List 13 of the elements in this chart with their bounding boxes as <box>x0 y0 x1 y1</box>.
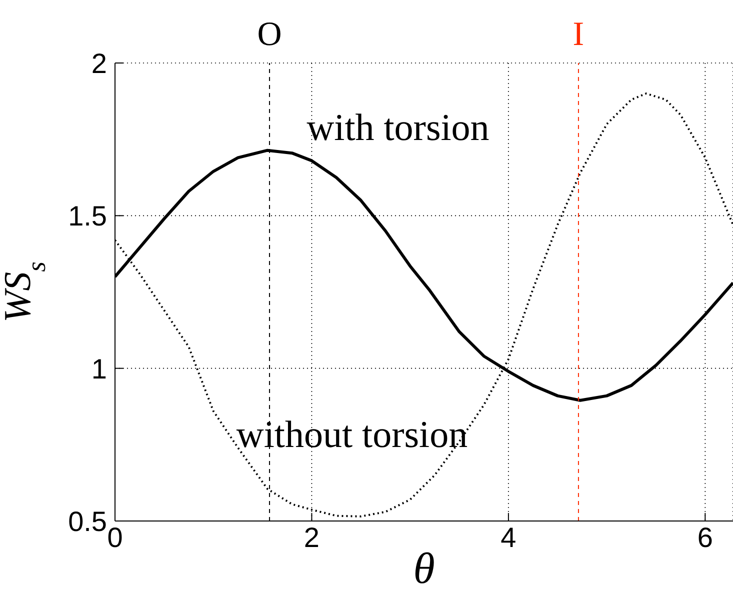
annotation: with torsion <box>306 107 490 149</box>
ref-line-label: I <box>572 16 584 53</box>
y-tick-label: 1.5 <box>68 200 107 232</box>
x-tick-label: 4 <box>500 522 516 553</box>
y-tick-label: 2 <box>91 48 107 79</box>
y-tick-label: 1 <box>91 353 107 384</box>
ref-line-label: O <box>257 16 282 53</box>
x-axis-title: θ <box>413 544 435 593</box>
x-tick-label: 0 <box>107 522 123 553</box>
x-tick-label: 6 <box>697 522 713 553</box>
x-tick-label: 2 <box>304 522 320 553</box>
y-tick-label: 0.5 <box>68 506 107 537</box>
annotation: without torsion <box>236 414 468 456</box>
